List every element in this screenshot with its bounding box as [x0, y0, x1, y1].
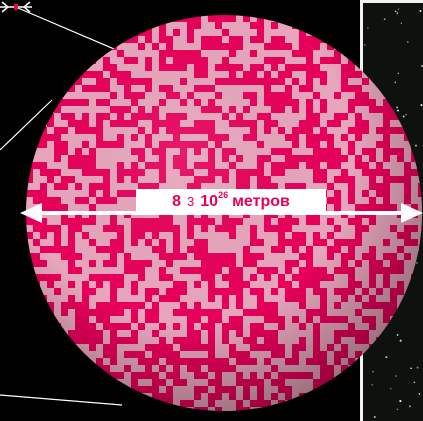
star — [420, 104, 423, 107]
leader-line-bottom — [0, 394, 123, 406]
star — [396, 334, 399, 336]
star — [373, 416, 376, 418]
star — [399, 400, 402, 403]
star — [419, 9, 422, 13]
star — [372, 370, 374, 373]
star — [396, 106, 399, 109]
star — [402, 115, 405, 118]
star — [396, 408, 399, 411]
star — [420, 64, 423, 67]
star — [400, 22, 402, 24]
star — [367, 27, 369, 29]
leader-line-left — [0, 99, 53, 151]
star — [410, 367, 412, 370]
star — [413, 381, 416, 384]
star — [396, 12, 399, 14]
star — [407, 41, 409, 43]
arrow-left-icon — [20, 203, 42, 223]
arrow-right-icon — [401, 203, 423, 223]
star — [397, 72, 400, 75]
star — [399, 339, 402, 342]
label-base: 10 — [200, 193, 219, 210]
label-exponent: 26 — [218, 190, 229, 200]
star — [418, 393, 421, 395]
star — [397, 8, 400, 10]
star — [394, 10, 397, 13]
star — [416, 262, 418, 264]
star — [383, 18, 386, 21]
star — [390, 388, 392, 390]
star — [385, 356, 388, 359]
star — [408, 405, 412, 408]
label-unit: метров — [232, 193, 290, 210]
star — [364, 44, 366, 46]
star — [394, 81, 396, 83]
label-times-sign: 3 — [187, 194, 195, 209]
star — [415, 144, 417, 147]
star — [416, 366, 419, 369]
star — [395, 375, 397, 377]
star — [397, 109, 399, 112]
label-coefficient: 8 — [172, 193, 182, 210]
star — [371, 384, 373, 386]
diameter-label: 8 3 10 26 метров — [136, 189, 326, 214]
star — [405, 113, 407, 116]
tiny-universe-marker-icon — [0, 1, 32, 13]
